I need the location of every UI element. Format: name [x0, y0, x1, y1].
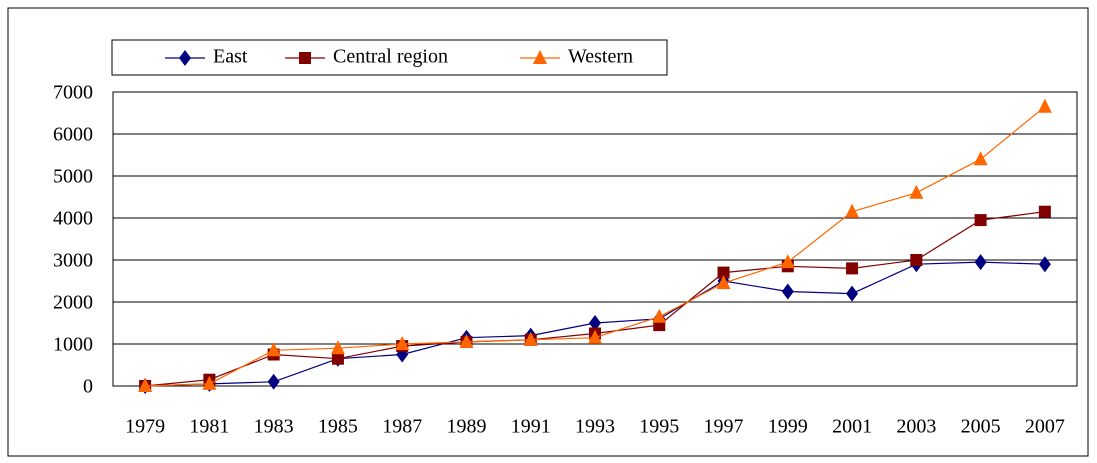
x-tick-label: 1997 — [704, 416, 744, 438]
marker — [716, 275, 731, 290]
y-tick-label: 7000 — [53, 82, 93, 104]
x-tick-label: 1983 — [254, 416, 294, 438]
marker — [781, 283, 794, 300]
x-tick-label: 1991 — [511, 416, 551, 438]
x-tick-label: 1987 — [382, 416, 422, 438]
x-tick-label: 1995 — [639, 416, 679, 438]
x-tick-label: 1999 — [768, 416, 808, 438]
legend-label: Central region — [333, 46, 448, 68]
marker — [780, 254, 795, 269]
marker — [299, 52, 311, 64]
marker — [523, 331, 538, 346]
marker — [459, 333, 474, 348]
marker — [588, 329, 602, 344]
marker — [179, 50, 191, 66]
x-tick-label: 1985 — [318, 416, 358, 438]
y-tick-label: 6000 — [53, 124, 93, 146]
marker — [202, 375, 217, 390]
marker — [266, 342, 281, 357]
marker — [331, 352, 344, 365]
x-tick-label: 1989 — [446, 416, 486, 438]
legend-label: East — [213, 46, 248, 68]
marker — [1037, 98, 1052, 113]
marker — [589, 315, 601, 331]
y-tick-label: 0 — [83, 376, 93, 398]
y-tick-label: 1000 — [53, 334, 93, 356]
marker — [717, 266, 730, 279]
marker — [1038, 205, 1051, 218]
x-tick-label: 1979 — [125, 416, 165, 438]
marker — [845, 203, 860, 218]
marker — [910, 254, 923, 266]
y-tick-label: 3000 — [53, 250, 93, 272]
x-tick-label: 1981 — [189, 416, 229, 438]
x-tick-label: 2007 — [1025, 416, 1065, 438]
y-tick-label: 5000 — [53, 166, 93, 188]
marker — [846, 285, 859, 302]
marker — [652, 308, 667, 323]
y-tick-label: 4000 — [53, 208, 93, 230]
x-tick-label: 2003 — [896, 416, 936, 438]
x-tick-label: 2001 — [832, 416, 872, 438]
marker — [846, 262, 859, 275]
y-tick-label: 2000 — [53, 292, 93, 314]
marker — [973, 151, 988, 166]
marker — [974, 254, 987, 271]
marker — [533, 50, 547, 64]
marker — [909, 184, 924, 199]
marker — [1038, 256, 1051, 273]
marker — [267, 373, 280, 390]
legend-label: Western — [568, 46, 633, 68]
marker — [974, 214, 987, 227]
x-tick-label: 1993 — [575, 416, 615, 438]
marker — [395, 336, 410, 350]
marker — [138, 378, 153, 392]
x-tick-label: 2005 — [961, 416, 1001, 438]
marker — [330, 340, 345, 355]
